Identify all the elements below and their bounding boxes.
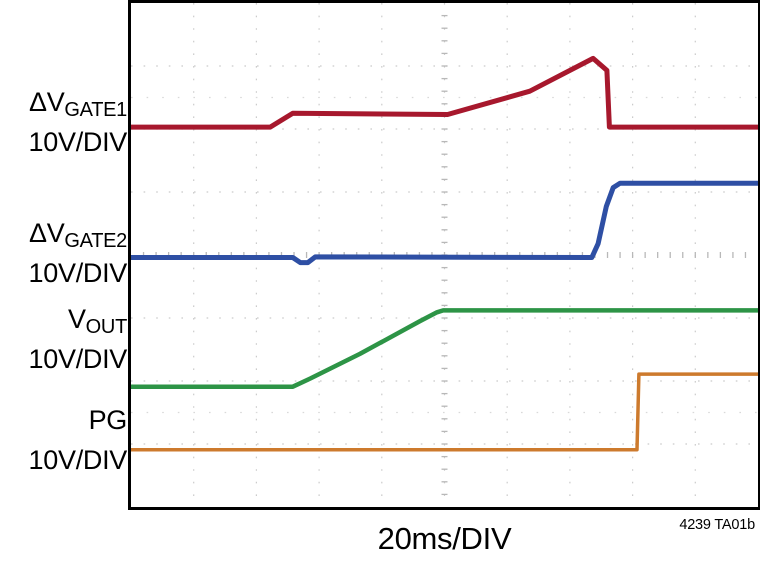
channel-scale-vout: 10V/DIV [28,344,128,374]
trace-vgate2 [131,180,758,266]
channel-name-vgate1: ΔVGATE1 [29,86,127,126]
channel-symbol: ΔV [28,218,65,248]
trace-vgate1 [131,55,758,130]
channel-symbol: PG [88,405,128,435]
scope-waveform-svg [131,3,758,507]
figure-id: 4239 TA01b [679,517,755,533]
channel-name-vgate2: ΔVGATE2 [29,217,127,257]
channel-name-vout: VOUT [29,303,127,343]
channel-label-pg: PG 10V/DIV [28,404,128,476]
trace-pg [131,372,758,452]
channel-symbol: V [67,304,86,334]
channel-scale-vgate1: 10V/DIV [28,127,128,157]
channel-symbol: ΔV [28,87,65,117]
x-axis-label: 20ms/DIV [377,521,512,556]
channel-label-vout: VOUT 10V/DIV [28,303,128,375]
channel-label-vgate2: ΔVGATE2 10V/DIV [28,217,128,289]
channel-label-vgate1: ΔVGATE1 10V/DIV [28,86,128,158]
trace-vout [131,308,758,389]
channel-subscript: GATE2 [64,230,127,252]
channel-scale-pg: 10V/DIV [28,445,128,475]
channel-scale-vgate2: 10V/DIV [28,258,128,288]
channel-subscript: GATE1 [64,99,127,121]
channel-subscript: OUT [85,316,128,338]
scope-plot-area [128,0,760,510]
channel-name-pg: PG [29,404,128,444]
